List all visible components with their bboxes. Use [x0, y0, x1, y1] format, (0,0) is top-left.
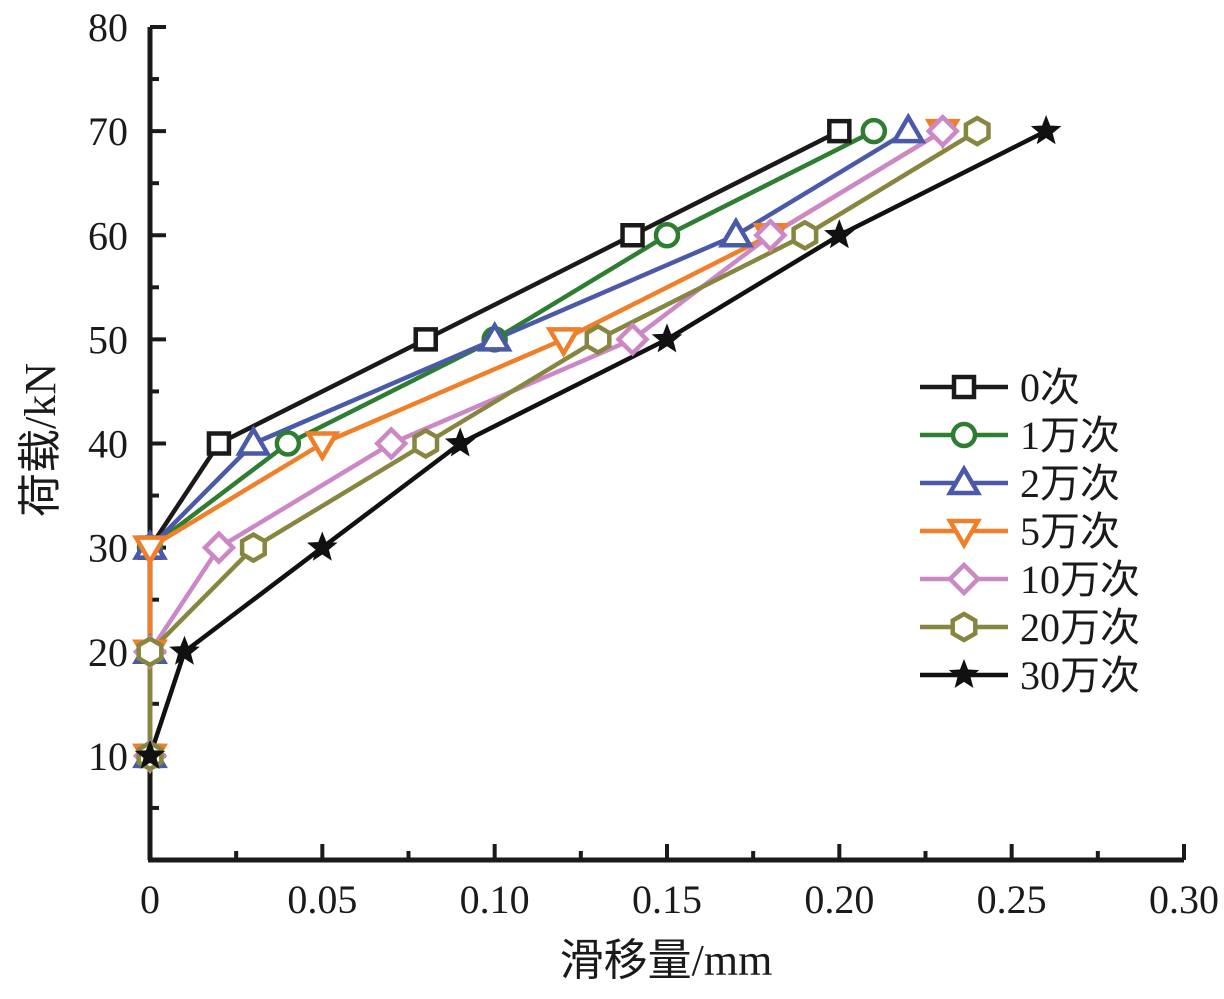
- legend-label: 5万次: [1020, 509, 1120, 554]
- data-point: [963, 115, 991, 147]
- y-tick-label: 10: [88, 734, 128, 779]
- legend-item: 0次: [920, 365, 1080, 410]
- x-tick-label: 0.25: [977, 877, 1047, 922]
- data-point: [134, 739, 166, 769]
- legend-marker: [948, 658, 980, 688]
- legend-marker: [946, 518, 982, 550]
- series-5-markers: [136, 115, 991, 772]
- legend-marker: [950, 421, 978, 449]
- data-point: [718, 216, 754, 248]
- data-point: [824, 219, 855, 249]
- data-point: [169, 635, 200, 665]
- x-tick-label: 0.30: [1149, 877, 1219, 922]
- y-tick-label: 30: [88, 526, 128, 571]
- data-point: [132, 535, 168, 567]
- legend-item: 2万次: [920, 461, 1120, 506]
- y-tick-label: 20: [88, 630, 128, 675]
- legend-marker: [951, 374, 977, 400]
- y-axis-title: 荷载/kN: [16, 363, 65, 517]
- axes: 10 20 30 40 50 60 70 80 0 0.05 0.10 0.15 0.20 0.25 0.3…: [88, 5, 1219, 922]
- x-tick-label: 0.05: [287, 877, 357, 922]
- data-point: [274, 430, 302, 457]
- data-point: [444, 427, 476, 457]
- legend-item: 30万次: [920, 653, 1140, 698]
- legend-label: 20万次: [1020, 605, 1140, 650]
- data-point: [753, 218, 788, 253]
- legend-label: 0次: [1020, 365, 1080, 410]
- data-point: [545, 327, 582, 358]
- data-point: [925, 113, 960, 149]
- legend-item: 1万次: [920, 413, 1120, 458]
- data-point: [620, 223, 645, 248]
- data-point: [1030, 115, 1062, 145]
- x-tick-label: 0.10: [460, 877, 530, 922]
- data-point: [651, 323, 683, 353]
- data-point: [206, 431, 232, 456]
- y-tick-label: 40: [88, 422, 128, 467]
- data-point: [307, 531, 338, 561]
- legend-item: 20万次: [920, 605, 1140, 650]
- legend-label: 10万次: [1020, 557, 1140, 602]
- data-point: [136, 636, 164, 668]
- data-point: [791, 219, 819, 251]
- data-point: [653, 222, 681, 249]
- data-point: [890, 112, 927, 144]
- legend-label: 2万次: [1020, 461, 1120, 506]
- legend-marker: [946, 561, 982, 597]
- data-point: [413, 327, 438, 352]
- data-point: [374, 426, 409, 461]
- series-line: [147, 128, 980, 759]
- x-tick-label: 0.15: [632, 877, 702, 922]
- data-point: [615, 322, 650, 357]
- data-point: [860, 117, 888, 145]
- legend-item: 5万次: [920, 509, 1120, 554]
- legend-marker: [946, 464, 982, 496]
- y-tick-label: 60: [88, 213, 128, 258]
- data-point: [239, 532, 267, 564]
- x-axis-title: 滑移量/mm: [560, 936, 773, 985]
- data-point: [412, 427, 440, 460]
- series-6-markers: [134, 115, 1062, 769]
- data-point: [827, 118, 852, 144]
- data-point: [584, 323, 612, 355]
- data-point: [304, 431, 341, 462]
- legend-item: 10万次: [920, 557, 1140, 602]
- y-tick-label: 80: [88, 5, 128, 50]
- x-tick-label: 0: [140, 877, 160, 922]
- y-tick-label: 50: [88, 317, 128, 362]
- data-point: [235, 425, 272, 456]
- legend-label: 30万次: [1020, 653, 1140, 698]
- series-layer: [132, 112, 1062, 775]
- legend-label: 1万次: [1020, 413, 1120, 458]
- x-tick-label: 0.20: [804, 877, 874, 922]
- y-tick-label: 70: [88, 109, 128, 154]
- data-point: [201, 530, 237, 565]
- data-point: [476, 320, 513, 352]
- series-5: [147, 128, 980, 759]
- legend-marker: [950, 611, 978, 643]
